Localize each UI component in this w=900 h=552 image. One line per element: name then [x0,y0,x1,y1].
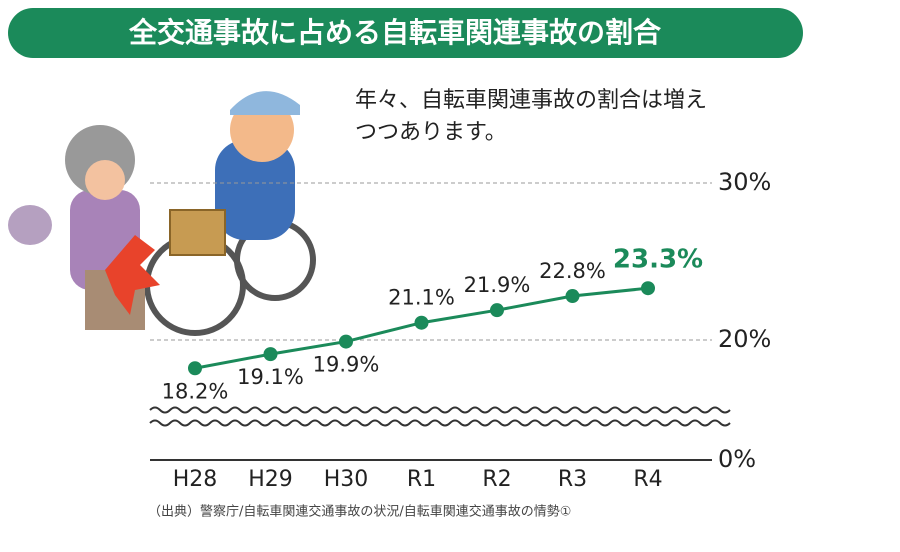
value-label: 18.2% [162,379,229,403]
value-label: 22.8% [539,259,606,283]
axis-break [149,406,731,414]
x-tick-label: R4 [633,467,662,492]
y-tick-label: 30% [718,168,771,196]
value-label: 19.1% [237,365,304,389]
axis-break [149,419,731,427]
value-label: 23.3% [613,245,703,275]
annotation: つつあります。 [355,120,507,145]
title-banner [8,8,803,58]
source-note: （出典）警察庁/自転車関連交通事故の状況/自転車関連交通事故の情勢① [148,504,571,520]
x-tick-label: R2 [482,467,511,492]
point [188,361,202,376]
point [490,303,504,318]
point [641,281,655,296]
chart-title: 全交通事故に占める自転車関連事故の割合 [128,16,662,49]
y-tick-label: 0% [718,445,756,473]
x-tick-label: H28 [173,467,218,492]
illustration [8,91,316,336]
point [565,289,580,304]
point [414,315,429,330]
x-tick-label: R1 [407,467,436,492]
x-tick-label: H29 [248,467,293,492]
value-label: 21.9% [464,273,531,297]
annotation: 年々、自転車関連事故の割合は増え [355,88,707,113]
point [263,347,278,362]
y-tick-label: 20% [718,325,771,353]
x-tick-label: H30 [324,467,369,492]
x-tick-label: R3 [558,467,587,492]
value-label: 21.1% [388,286,455,310]
point [339,334,353,349]
value-label: 19.9% [313,353,380,377]
